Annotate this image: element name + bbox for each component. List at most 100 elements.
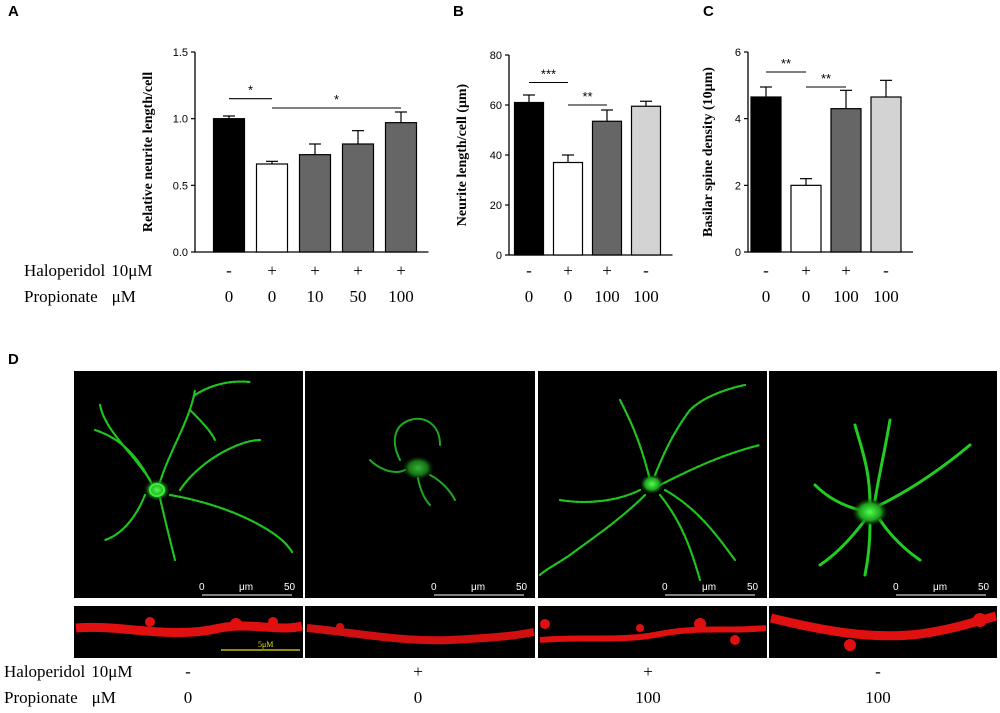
haloperidol-value: + bbox=[801, 261, 811, 280]
propionate-value: 100 bbox=[873, 287, 899, 306]
scale-bar: 0 μm 50 bbox=[893, 582, 990, 596]
bar bbox=[870, 96, 902, 253]
scale-zero: 0 bbox=[431, 582, 437, 593]
scale-unit: μm bbox=[239, 582, 253, 593]
haloperidol-dose: 10μM bbox=[91, 662, 132, 681]
bar bbox=[298, 154, 332, 253]
spine-strip-row: 5μM bbox=[74, 606, 998, 658]
micrograph-propionate-value: 0 bbox=[184, 688, 193, 707]
scale-max: 50 bbox=[747, 582, 759, 593]
bar bbox=[630, 105, 662, 256]
spine-strip bbox=[305, 606, 535, 658]
panel-letter-d: D bbox=[8, 351, 19, 368]
y-tick-label: 0.5 bbox=[173, 180, 188, 192]
bar bbox=[591, 120, 623, 256]
panel-letter-a: A bbox=[8, 3, 19, 20]
chart-b: 0 20 40 60 80 Neurite length/cell (μm) - 0 +0 +10… bbox=[455, 50, 673, 306]
bar bbox=[212, 118, 246, 253]
micrograph-propionate-value: 100 bbox=[635, 688, 661, 707]
spine-strip bbox=[538, 606, 767, 658]
scale-bar: 0 μm 50 bbox=[431, 582, 528, 596]
scale-zero: 0 bbox=[893, 582, 899, 593]
propionate-label-top: Propionate μM bbox=[24, 287, 136, 306]
micrograph-haloperidol-value: - bbox=[185, 662, 191, 681]
bar bbox=[255, 163, 289, 253]
micrograph-panel bbox=[74, 371, 303, 598]
y-tick-label: 4 bbox=[735, 114, 741, 126]
scale-max: 50 bbox=[516, 582, 528, 593]
bar bbox=[750, 96, 782, 253]
scale-zero: 0 bbox=[662, 582, 668, 593]
y-tick-label: 6 bbox=[735, 47, 741, 59]
micrograph-conditions: - 0 +0 +100 - 100 bbox=[184, 662, 891, 707]
y-axis-label: Neurite length/cell (μm) bbox=[455, 83, 470, 226]
chart-a: 0.0 0.5 1.0 1.5 Relative neurite length/cell… bbox=[141, 47, 429, 306]
bar bbox=[552, 161, 584, 256]
y-tick-label: 20 bbox=[490, 200, 502, 212]
scale-bar: 0 μm 50 bbox=[199, 582, 296, 596]
haloperidol-value: + bbox=[602, 261, 612, 280]
propionate-label-bottom: Propionate μM bbox=[4, 688, 116, 707]
propionate-value: 0 bbox=[225, 287, 234, 306]
significance-label: * bbox=[334, 92, 339, 107]
bar bbox=[513, 101, 545, 256]
y-axis-label: Relative neurite length/cell bbox=[141, 72, 156, 232]
propionate-name: Propionate bbox=[24, 287, 98, 306]
y-tick-label: 80 bbox=[490, 50, 502, 62]
y-axis-label: Basilar spine density (10μm) bbox=[701, 67, 716, 237]
propionate-unit: μM bbox=[112, 287, 136, 306]
panel-letter-c: C bbox=[703, 3, 714, 20]
propionate-value: 0 bbox=[268, 287, 277, 306]
y-tick-label: 1.5 bbox=[173, 47, 188, 59]
y-tick-label: 0 bbox=[735, 247, 741, 259]
propionate-value: 100 bbox=[388, 287, 414, 306]
haloperidol-value: - bbox=[226, 261, 232, 280]
micrograph-panel bbox=[305, 371, 535, 598]
spine-scale-label: 5μM bbox=[258, 640, 273, 649]
haloperidol-name: Haloperidol bbox=[4, 662, 85, 681]
haloperidol-value: - bbox=[883, 261, 889, 280]
y-tick-label: 2 bbox=[735, 180, 741, 192]
bar bbox=[384, 122, 418, 253]
significance-label: ** bbox=[781, 56, 791, 71]
micrograph-panel bbox=[769, 371, 997, 598]
haloperidol-value: - bbox=[763, 261, 769, 280]
haloperidol-value: + bbox=[310, 261, 320, 280]
haloperidol-label-bottom: Haloperidol 10μM bbox=[4, 662, 132, 681]
chart-c: 0 2 4 6 Basilar spine density (10μm) - 0 +0 +100… bbox=[701, 47, 913, 306]
y-tick-label: 60 bbox=[490, 100, 502, 112]
scale-bar: 0 μm 50 bbox=[662, 582, 759, 596]
haloperidol-value: + bbox=[396, 261, 406, 280]
scale-unit: μm bbox=[471, 582, 485, 593]
micrograph-haloperidol-value: + bbox=[413, 662, 423, 681]
micrograph-propionate-value: 0 bbox=[414, 688, 423, 707]
haloperidol-value: + bbox=[563, 261, 573, 280]
scale-max: 50 bbox=[978, 582, 990, 593]
haloperidol-value: + bbox=[353, 261, 363, 280]
propionate-value: 0 bbox=[564, 287, 573, 306]
micrograph-propionate-value: 100 bbox=[865, 688, 891, 707]
micrograph-haloperidol-value: - bbox=[875, 662, 881, 681]
micrograph-haloperidol-value: + bbox=[643, 662, 653, 681]
haloperidol-label-top: Haloperidol 10μM bbox=[24, 261, 152, 280]
micrograph-row: 0 μm 50 0 μm 50 0 μm 50 0 μm 50 bbox=[74, 371, 997, 598]
haloperidol-value: - bbox=[643, 261, 649, 280]
bar bbox=[830, 108, 862, 253]
y-tick-label: 1.0 bbox=[173, 114, 188, 126]
scale-unit: μm bbox=[702, 582, 716, 593]
y-tick-label: 40 bbox=[490, 150, 502, 162]
propionate-unit: μM bbox=[92, 688, 116, 707]
propionate-value: 100 bbox=[594, 287, 620, 306]
propionate-value: 10 bbox=[307, 287, 324, 306]
propionate-value: 0 bbox=[802, 287, 811, 306]
spine-strip bbox=[769, 606, 998, 658]
y-tick-label: 0 bbox=[496, 250, 502, 262]
y-tick-label: 0.0 bbox=[173, 247, 188, 259]
scale-unit: μm bbox=[933, 582, 947, 593]
scale-zero: 0 bbox=[199, 582, 205, 593]
significance-label: ** bbox=[821, 71, 831, 86]
micrograph-panel bbox=[538, 371, 767, 598]
propionate-value: 100 bbox=[633, 287, 659, 306]
significance-label: ** bbox=[582, 89, 592, 104]
